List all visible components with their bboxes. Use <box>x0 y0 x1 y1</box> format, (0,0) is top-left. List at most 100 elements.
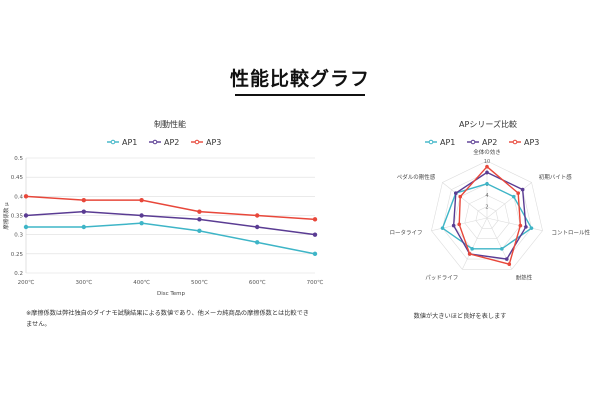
radar-axis-label: ペダルの剛性感 <box>397 173 436 181</box>
radar-point-ap3 <box>467 252 472 256</box>
radar-point-ap3 <box>485 164 489 169</box>
line-point-ap1 <box>197 228 202 234</box>
page-title: 性能比較グラフ <box>229 68 370 90</box>
line-chart-x-axis-label: Disc Temp <box>157 291 186 297</box>
radar-grid-ring <box>464 194 510 239</box>
radar-chart-legend-label-ap2: AP2 <box>482 138 497 147</box>
line-series-ap3 <box>25 195 316 221</box>
line-chart-y-tick-label: 0.2 <box>14 271 23 277</box>
radar-series-ap1 <box>441 183 533 250</box>
radar-chart-footnote: 数値が大きいほど良好を表します <box>413 313 507 320</box>
radar-grid-ring <box>431 160 543 270</box>
line-series-ap1 <box>26 222 316 255</box>
radar-spoke <box>461 217 488 270</box>
line-point-ap2 <box>255 224 260 230</box>
line-chart-y-ticks: 0.2 0.25 0.3 0.35 0.4 0.45 0.5 <box>11 156 24 277</box>
radar-point-ap2 <box>485 170 489 175</box>
radar-point-ap1 <box>440 226 445 230</box>
radar-point-ap3 <box>457 222 462 227</box>
line-chart-footnote: ※摩擦係数は弊社独自のダイナモ試験結果による数値であり、他メーカ純商品の摩擦係数… <box>26 308 326 330</box>
line-chart-footnote-line1: ※摩擦係数は弊社独自のダイナモ試験結果による数値であり、他メーカ純商品の摩擦係数… <box>26 310 309 317</box>
line-chart-series <box>23 194 318 257</box>
line-chart-y-tick-label: 0.35 <box>11 214 24 220</box>
radar-point-ap1 <box>470 247 474 251</box>
line-chart-legend-label-ap2: AP2 <box>164 138 179 147</box>
line-point-ap1 <box>23 224 29 230</box>
radar-axis-label: 全体の効き <box>473 148 501 156</box>
line-chart-y-tick-label: 0.4 <box>14 194 23 200</box>
radar-chart-legend: AP1 AP2 AP3 <box>425 138 539 147</box>
line-point-ap2 <box>139 213 144 218</box>
radar-axis-label: 初期バイト感 <box>539 173 573 181</box>
line-point-ap2 <box>81 209 87 214</box>
radar-chart-legend-marker-ap2 <box>470 139 476 145</box>
radar-chart-series <box>440 164 534 267</box>
line-point-ap3 <box>255 213 260 218</box>
radar-spoke <box>486 217 543 231</box>
line-point-ap2 <box>197 217 202 222</box>
line-point-ap1 <box>81 224 87 230</box>
line-point-ap1 <box>255 240 260 245</box>
line-chart-y-tick-label: 0.45 <box>11 175 24 181</box>
radar-axis-label: ロータライフ <box>390 229 423 237</box>
line-point-ap2 <box>23 213 29 218</box>
title-underline <box>235 94 365 96</box>
line-chart-grid <box>25 157 315 274</box>
line-chart-legend-label-ap1: AP1 <box>122 138 137 147</box>
line-chart-x-tick-label: 200℃ <box>18 279 35 286</box>
radar-point-ap1 <box>529 226 534 230</box>
line-point-ap1 <box>312 251 318 257</box>
line-chart-x-tick-label: 300℃ <box>75 279 92 286</box>
radar-chart-legend-marker-ap1 <box>428 139 434 145</box>
radar-series-ap2 <box>452 171 527 260</box>
radar-axis-label: コントロール性 <box>551 229 590 237</box>
line-point-ap3 <box>23 194 29 199</box>
line-chart-legend-marker-ap1 <box>110 139 116 145</box>
radar-point-ap3 <box>507 262 512 267</box>
radar-spoke <box>486 182 532 219</box>
line-chart-legend: AP1 AP2 AP3 <box>107 138 221 147</box>
line-chart-x-tick-label: 500℃ <box>191 279 208 286</box>
line-chart-legend-label-ap3: AP3 <box>206 138 221 147</box>
line-point-ap3 <box>139 197 144 203</box>
radar-spoke <box>442 182 488 219</box>
line-chart-y-tick-label: 0.25 <box>11 252 24 258</box>
line-point-ap1 <box>139 220 144 226</box>
line-chart-x-tick-label: 400℃ <box>133 279 150 286</box>
radar-point-ap3 <box>458 194 463 199</box>
line-chart-x-tick-label: 600℃ <box>249 279 266 286</box>
radar-point-ap2 <box>520 187 525 192</box>
line-chart-x-tick-label: 700℃ <box>307 279 324 286</box>
radar-grid-ring <box>475 206 499 229</box>
line-series-ap2 <box>25 210 316 236</box>
radar-point-ap3 <box>518 223 523 228</box>
line-point-ap3 <box>81 197 87 203</box>
radar-tick-label: 10 <box>484 159 490 165</box>
line-chart-y-axis-label: 摩擦係数 μ <box>2 202 10 230</box>
line-chart-footnote-line2: ません。 <box>26 321 51 328</box>
radar-tick-label: 2 <box>485 205 488 211</box>
line-chart-title: 制動性能 <box>154 119 186 129</box>
radar-chart-legend-marker-ap3 <box>512 139 518 145</box>
radar-chart-title: APシリーズ比較 <box>459 119 517 129</box>
braking-performance-chart: 制動性能 AP1 AP2 AP3 摩擦係数 μ 0.20.250.30.350.40… <box>2 119 324 297</box>
radar-axis-label: パッドライフ <box>425 275 458 282</box>
radar-point-ap1 <box>511 194 516 199</box>
radar-point-ap3 <box>516 191 520 195</box>
radar-point-ap2 <box>504 257 509 261</box>
radar-series-ap3 <box>458 165 522 266</box>
line-point-ap3 <box>197 209 202 214</box>
radar-point-ap1 <box>485 182 489 186</box>
line-point-ap2 <box>312 232 318 237</box>
radar-point-ap1 <box>500 247 504 251</box>
line-chart-legend-marker-ap3 <box>194 139 200 145</box>
radar-point-ap2 <box>524 225 528 229</box>
line-point-ap3 <box>312 217 318 222</box>
radar-point-ap2 <box>454 191 458 195</box>
radar-axis-label: 耐熱性 <box>516 274 533 282</box>
radar-spoke <box>486 217 513 270</box>
radar-chart-legend-label-ap1: AP1 <box>440 138 455 147</box>
line-chart-y-tick-label: 0.5 <box>14 156 23 162</box>
